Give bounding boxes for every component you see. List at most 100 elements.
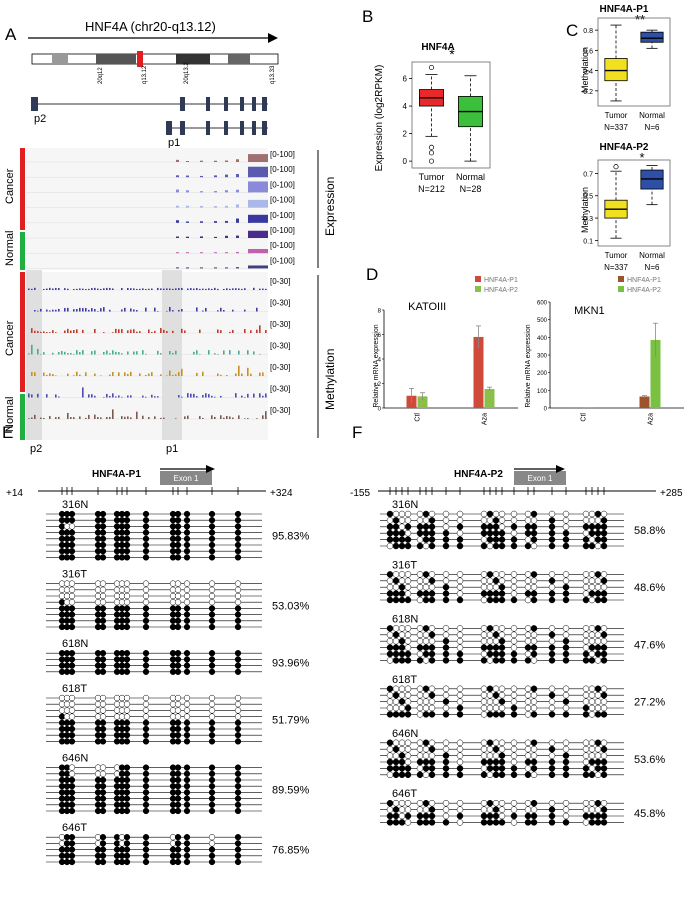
expression-peak xyxy=(248,166,268,178)
unmethylated-cpg xyxy=(480,625,488,632)
unmethylated-cpg xyxy=(392,583,400,591)
unmethylated-cpg xyxy=(594,806,602,813)
methylated-cpg xyxy=(530,819,538,826)
methylation-bar xyxy=(211,415,213,419)
methylation-bar xyxy=(121,396,123,398)
methylated-cpg xyxy=(208,738,216,745)
methylated-cpg xyxy=(486,819,494,826)
expression-peak xyxy=(248,181,268,193)
unmethylated-cpg xyxy=(480,698,488,705)
methylated-cpg xyxy=(142,846,150,853)
unmethylated-cpg xyxy=(582,819,590,826)
unmethylated-cpg xyxy=(588,625,596,632)
methylated-cpg xyxy=(480,771,488,779)
range-label: [0-100] xyxy=(270,165,295,174)
methylated-cpg xyxy=(456,657,464,664)
methylation-bar xyxy=(64,308,66,312)
methylation-bar xyxy=(199,353,201,355)
methylated-cpg xyxy=(142,662,150,669)
methylated-cpg xyxy=(486,812,494,820)
methylation-bar xyxy=(157,350,159,355)
methylated-cpg xyxy=(183,764,191,771)
unmethylated-cpg xyxy=(428,685,436,693)
methylation-bar xyxy=(112,409,114,419)
unmethylated-cpg xyxy=(416,583,424,591)
methylated-cpg xyxy=(234,517,242,524)
chromosome-arrow-head xyxy=(268,33,278,43)
methylation-percent: 51.79% xyxy=(272,715,310,727)
methylation-bar xyxy=(190,393,192,398)
unmethylated-cpg xyxy=(498,523,506,531)
methylated-cpg xyxy=(386,711,394,718)
outlier-point xyxy=(428,150,435,156)
unmethylated-cpg xyxy=(422,752,430,759)
unmethylated-cpg xyxy=(398,517,406,524)
methylation-bar xyxy=(94,287,96,290)
methylated-cpg xyxy=(416,771,424,779)
sample-label: 316T xyxy=(392,559,417,571)
unmethylated-cpg xyxy=(486,517,494,524)
methylated-cpg xyxy=(498,542,506,550)
methylated-cpg xyxy=(183,783,191,790)
methylated-cpg xyxy=(428,758,436,766)
methylated-cpg xyxy=(498,650,506,658)
unmethylated-cpg xyxy=(456,637,464,645)
methylated-cpg xyxy=(600,577,608,585)
unmethylated-cpg xyxy=(498,691,506,699)
methylation-bar xyxy=(247,393,249,398)
methylated-cpg xyxy=(208,605,216,612)
methylation-bar xyxy=(223,350,225,355)
methylated-cpg xyxy=(208,650,216,657)
methylated-cpg xyxy=(386,625,394,632)
methylation-bar xyxy=(238,415,240,419)
unmethylated-cpg xyxy=(510,517,518,524)
methylated-cpg xyxy=(142,783,150,790)
methylated-cpg xyxy=(234,541,242,549)
significance-marker: * xyxy=(639,150,644,165)
methylated-cpg xyxy=(498,583,506,591)
unmethylated-cpg xyxy=(442,577,450,585)
unmethylated-cpg xyxy=(480,711,488,718)
methylated-cpg xyxy=(183,834,191,841)
group-label: Tumor xyxy=(605,251,628,260)
unmethylated-cpg xyxy=(480,752,488,759)
methylation-bar xyxy=(46,288,48,290)
methylation-bar xyxy=(256,329,258,333)
methylated-cpg xyxy=(588,590,596,597)
methylated-cpg xyxy=(208,523,216,530)
methylated-cpg xyxy=(530,799,538,807)
methylated-cpg xyxy=(594,758,602,766)
unmethylated-cpg xyxy=(530,704,538,712)
methylated-cpg xyxy=(99,852,107,859)
methylated-cpg xyxy=(142,611,150,618)
unmethylated-cpg xyxy=(234,701,242,708)
group-n-label: N=337 xyxy=(604,263,628,272)
y-tick-label: 100 xyxy=(537,389,548,395)
methylated-cpg xyxy=(510,536,518,543)
methylated-cpg xyxy=(428,812,436,820)
methylation-percent: 45.8% xyxy=(634,808,665,820)
methylation-bar xyxy=(244,396,246,398)
methylated-cpg xyxy=(174,852,182,859)
unmethylated-cpg xyxy=(428,625,436,632)
methylated-cpg xyxy=(183,541,191,549)
methylation-bar xyxy=(202,288,204,290)
methylated-cpg xyxy=(456,536,464,543)
methylation-bar xyxy=(34,330,36,333)
methylation-bar xyxy=(106,287,108,290)
methylated-cpg xyxy=(183,535,191,542)
methylated-cpg xyxy=(234,834,242,841)
unmethylated-cpg xyxy=(416,752,424,759)
methylated-cpg xyxy=(530,644,538,651)
methylated-cpg xyxy=(99,795,107,802)
unmethylated-cpg xyxy=(398,577,406,585)
unmethylated-cpg xyxy=(123,599,131,606)
unmethylated-cpg xyxy=(562,799,570,807)
methylated-cpg xyxy=(123,541,131,549)
methylation-bar xyxy=(202,417,204,419)
methylation-bar xyxy=(262,288,264,290)
sample-label: 316N xyxy=(62,499,88,511)
unmethylated-cpg xyxy=(600,704,608,712)
methylated-cpg xyxy=(123,668,131,675)
